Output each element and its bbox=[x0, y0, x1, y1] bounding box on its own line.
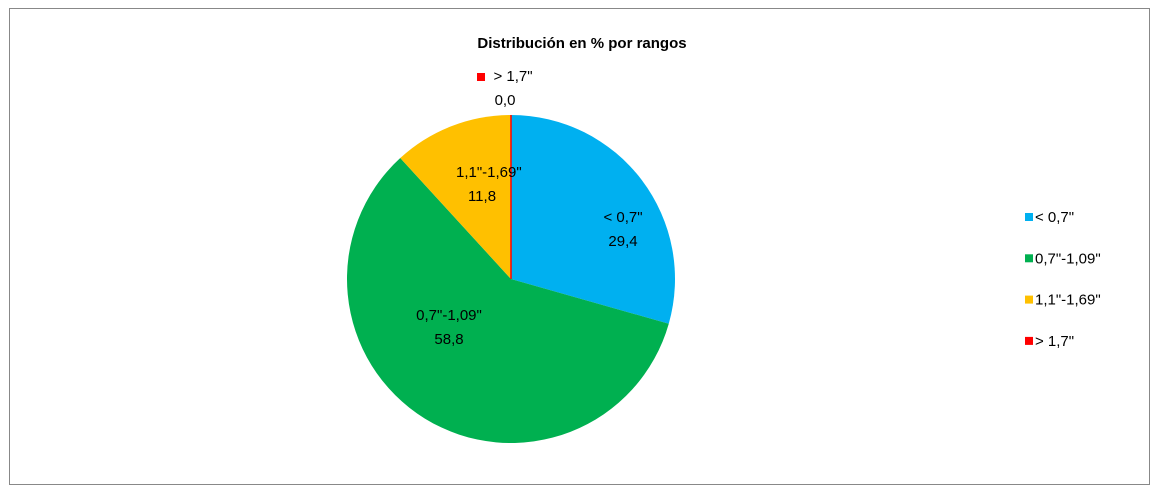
data-label-key bbox=[477, 73, 486, 81]
legend-label: 0,7"-1,09" bbox=[1035, 250, 1101, 267]
chart-title: Distribución en % por rangos bbox=[477, 35, 686, 52]
pie-slice bbox=[400, 115, 511, 279]
data-label-category: 0,7"-1,09" bbox=[416, 307, 482, 324]
legend-key bbox=[1025, 336, 1033, 345]
data-label: 0,7"-1,09" 58,8 bbox=[394, 304, 504, 352]
data-label-category: < 0,7" bbox=[603, 209, 643, 226]
data-label-value: 11,8 bbox=[467, 188, 497, 205]
pie-slice bbox=[511, 115, 675, 324]
legend-key bbox=[1025, 213, 1033, 221]
legend-label: > 1,7" bbox=[1035, 333, 1074, 350]
data-label-category: 1,1"-1,69" bbox=[456, 164, 522, 181]
legend-key bbox=[1025, 295, 1033, 304]
legend-key bbox=[1025, 254, 1033, 263]
data-label: < 0,7" 29,4 bbox=[583, 206, 663, 254]
data-label-category: > 1,7" bbox=[460, 65, 550, 89]
legend-label: < 0,7" bbox=[1035, 209, 1074, 226]
data-label-value: 58,8 bbox=[434, 331, 464, 348]
legend-label: 1,1"-1,69" bbox=[1035, 292, 1101, 309]
data-label-value: 0,0 bbox=[494, 92, 516, 109]
data-label: > 1,7" 0,0 bbox=[460, 65, 550, 113]
data-label-value: 29,4 bbox=[608, 233, 638, 250]
data-label-text: > 1,7" bbox=[493, 68, 533, 85]
data-label: 1,1"-1,69" 11,8 bbox=[456, 161, 522, 209]
pie-slice bbox=[346, 158, 669, 444]
